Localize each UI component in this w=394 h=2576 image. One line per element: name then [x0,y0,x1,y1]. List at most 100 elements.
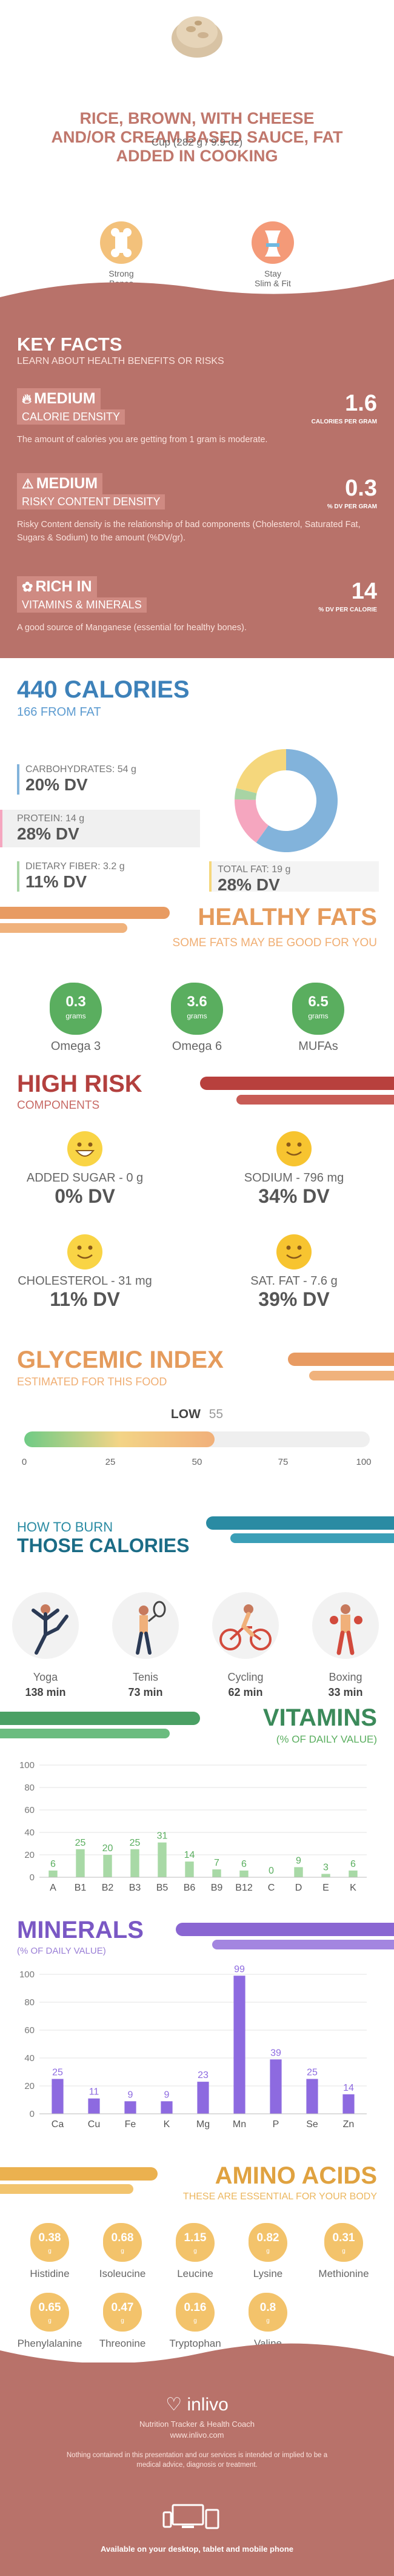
bar [321,1874,330,1877]
devices-icon [162,2504,219,2529]
fact-unit: % DV PER GRAM [327,503,377,510]
inlivo-logo[interactable]: ♡ inlivo [165,2395,229,2415]
bar-value-label: 25 [75,1838,86,1848]
x-tick-label: Se [306,2119,318,2130]
benefit-strong-bones: Strong Bones [85,221,158,288]
glycemic-subtitle: ESTIMATED FOR THIS FOOD [17,1376,167,1388]
fact-description: The amount of calories you are getting f… [17,435,268,445]
activity-cycling: Cycling 62 min [206,1592,285,1699]
y-tick-label: 80 [24,1997,35,2008]
amino-unit: g [193,2248,197,2255]
protein-label: PROTEIN: 14 g [17,813,85,824]
activity-name: Cycling [227,1671,264,1683]
amino-value: 0.47 [111,2301,134,2314]
bar-value-label: 6 [241,1859,247,1869]
benefit-label: Stay [264,269,281,278]
x-tick-label: D [295,1883,302,1893]
amino-badge: 0.47 g [103,2293,142,2332]
glycemic-tick: 100 [356,1457,372,1467]
key-facts-subtitle: LEARN ABOUT HEALTH BENEFITS OR RISKS [17,356,224,366]
glycemic-level-label: LOW [170,1407,201,1421]
bar-value-label: 31 [157,1831,168,1841]
key-facts-section: KEY FACTS LEARN ABOUT HEALTH BENEFITS OR… [0,279,394,658]
amino-name: Lysine [253,2268,283,2279]
risk-label: ADDED SUGAR - 0 g [26,1171,144,1185]
amino-badge: 0.16 g [176,2293,215,2332]
vitamins-subtitle: (% OF DAILY VALUE) [276,1734,377,1745]
calories-title: 440 CALORIES [17,676,190,703]
benefit-label: Strong [109,269,134,278]
bar [212,1869,221,1877]
glycemic-value: 55 [209,1407,224,1421]
bar [239,1870,249,1877]
fat-unit: grams [308,1012,329,1020]
bar-value-label: 9 [296,1855,301,1866]
bone-icon [100,221,142,264]
glycemic-tick: 50 [192,1457,202,1467]
boxing-icon [312,1592,379,1659]
minerals-bar-chart: 0 20 40 60 80 100 25 Ca 11 Cu 9 Fe 9 K 23 Mg 99 Mn 39 P 25 Se… [19,1964,367,2130]
fact-calorie-density: 🔥︎ MEDIUM CALORIE DENSITY 1.6 CALORIES PE… [17,388,377,446]
fact-label: VITAMINS & MINERALS [17,597,147,613]
fact-label: CALORIE DENSITY [17,409,125,425]
fat-omega6: 3.6 grams Omega 6 [161,983,233,1054]
x-tick-label: Fe [125,2119,136,2130]
glycemic-tick: 25 [105,1457,116,1467]
amino-badge: 0.31 g [324,2223,363,2262]
bar [294,1867,303,1877]
x-tick-label: Mg [196,2119,210,2130]
glycemic-level: LOW 55 [0,1407,394,1422]
fact-level: ⚠ MEDIUM [17,473,103,494]
bar-value-label: 99 [234,1964,245,1974]
fact-number: 14 [351,579,377,604]
risk-sat-fat: SAT. FAT - 7.6 g 39% DV [209,1234,379,1311]
fact-unit: % DV PER CALORIE [318,607,377,613]
fact-level: ✿ RICH IN [17,576,97,597]
healthy-fats-title: HEALTHY FATS [198,904,377,930]
fat-name: Omega 3 [50,1040,101,1053]
glycemic-tick: 0 [21,1457,27,1467]
y-tick-label: 0 [30,1872,35,1883]
waist-icon [252,221,294,264]
footer-url[interactable]: www.inlivo.com [170,2430,224,2440]
amino-item: 0.65 g Phenylalanine [12,2293,87,2350]
food-title-line: ADDED IN COOKING [116,147,278,165]
macro-donut-chart [235,749,338,852]
decor-stripe [200,1077,394,1090]
decor-stripe [230,1533,394,1543]
decor-stripe [0,1712,200,1725]
amino-item: 1.15 g Leucine [158,2223,233,2280]
donut-slice [235,788,257,800]
bar-value-label: 7 [214,1858,219,1868]
amino-value: 0.8 [259,2301,276,2314]
amino-value: 0.82 [256,2231,279,2244]
fact-description: A good source of Manganese (essential fo… [17,623,247,633]
bar-value-label: 11 [89,2087,99,2097]
bar [124,2101,136,2114]
carbs-stat: CARBOHYDRATES: 54 g 20% DV [17,764,136,795]
decor-stripe [309,1371,394,1380]
healthy-fats-subtitle: SOME FATS MAY BE GOOD FOR YOU [172,937,377,949]
risk-added-sugar: ADDED SUGAR - 0 g 0% DV [0,1131,170,1208]
risk-sodium: SODIUM - 796 mg 34% DV [209,1131,379,1208]
footer: ♡ inlivo Nutrition Tracker & Health Coac… [0,2343,394,2576]
x-tick-label: B1 [75,1883,87,1893]
amino-name: Threonine [99,2338,146,2349]
risk-dv: 34% DV [258,1185,330,1207]
high-risk-title: HIGH RISK [17,1071,142,1097]
bar-value-label: 3 [323,1862,329,1872]
activity-minutes: 33 min [328,1686,363,1698]
fat-badge: 3.6 grams [171,983,223,1035]
heart-icon: ♡ [165,2395,182,2415]
fat-mufas: 6.5 grams MUFAs [282,983,355,1054]
amino-subtitle: THESE ARE ESSENTIAL FOR YOUR BODY [182,2191,377,2202]
bar [161,2101,173,2114]
amino-value: 0.68 [111,2231,134,2244]
glycemic-tick: 75 [278,1457,289,1467]
y-tick-label: 20 [24,1850,35,1860]
x-tick-label: B5 [156,1883,169,1893]
x-tick-label: B3 [129,1883,141,1893]
amino-unit: g [121,2318,124,2324]
calories-section: 440 CALORIES 166 FROM FAT CARBOHYDRATES:… [0,658,394,898]
leaf-icon: ✿ [22,579,33,594]
